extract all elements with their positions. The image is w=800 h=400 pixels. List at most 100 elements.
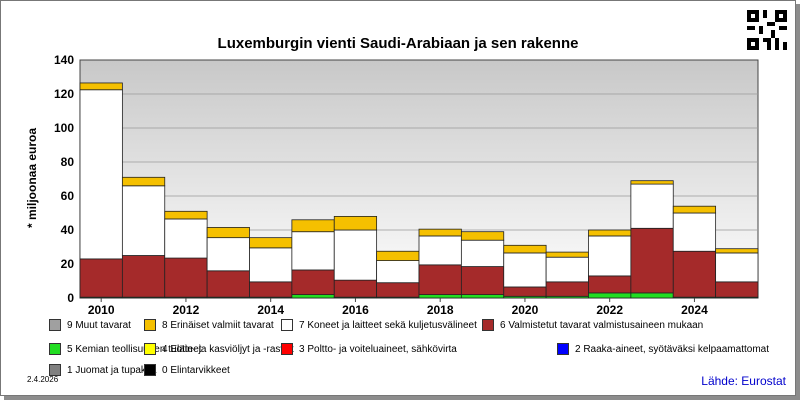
source-label: Lähde: Eurostat: [701, 374, 786, 388]
bar-segment: [376, 260, 420, 284]
legend-item: 0 Elintarvikkeet: [144, 364, 230, 376]
legend-label: 6 Valmistetut tavarat valmistusaineen mu…: [500, 319, 704, 331]
bar-segment: [460, 231, 505, 241]
bar-segment: [715, 252, 759, 283]
legend-swatch: [482, 319, 494, 331]
bar-segment: [333, 279, 378, 298]
bar-segment: [121, 176, 166, 187]
bar-segment: [715, 281, 759, 298]
chart-title: Luxemburgin vienti Saudi-Arabiaan ja sen…: [218, 35, 579, 52]
bar-segment: [588, 275, 632, 294]
legend-swatch: [557, 343, 569, 355]
bar-segment: [503, 286, 547, 297]
legend-swatch: [281, 319, 293, 331]
y-axis-ticks: 0 20 40 60 80 100 120 140: [54, 53, 74, 305]
y-tick-label: 140: [54, 53, 74, 67]
y-tick-label: 20: [61, 257, 75, 271]
bar-segment: [588, 235, 632, 277]
bar-segment: [418, 228, 462, 237]
bar-segment: [545, 281, 589, 297]
y-tick-label: 120: [54, 87, 74, 101]
bar-segment: [333, 229, 378, 281]
bar-stacks: [79, 82, 759, 299]
legend-swatch: [49, 364, 61, 376]
bar-segment: [291, 294, 335, 299]
bar-segment: [121, 185, 166, 256]
y-tick-label: 100: [54, 121, 74, 135]
bar-segment: [164, 210, 208, 220]
legend-swatch: [281, 343, 293, 355]
bar-segment: [376, 282, 420, 298]
legend-swatch: [144, 364, 156, 376]
bar-segment: [206, 237, 250, 272]
x-tick-label: 2010: [88, 303, 115, 317]
bar-segment: [630, 180, 674, 185]
bar-segment: [460, 239, 505, 267]
bar-segment: [672, 212, 717, 252]
x-tick-label: 2020: [512, 303, 539, 317]
y-tick-label: 60: [61, 189, 75, 203]
bar-segment: [121, 255, 166, 298]
bar-segment: [249, 247, 293, 283]
bar-segment: [164, 218, 208, 259]
bar-segment: [715, 248, 759, 254]
bar-segment: [376, 250, 420, 262]
bar-segment: [630, 292, 674, 299]
legend-item: 7 Koneet ja laitteet sekä kuljetusväline…: [281, 319, 477, 331]
bar-segment: [79, 258, 123, 298]
legend-label: 9 Muut tavarat: [67, 319, 131, 331]
x-tick-label: 2016: [342, 303, 369, 317]
legend-label: 8 Erinäiset valmiit tavarat: [162, 319, 274, 331]
bar-segment: [291, 219, 335, 233]
bar-segment: [418, 235, 462, 266]
legend-item: 9 Muut tavarat: [49, 319, 131, 331]
date-stamp: 2.4.2026: [27, 375, 59, 384]
legend-item: 2 Raaka-aineet, syötäväksi kelpaamattoma…: [557, 343, 769, 355]
legend-swatch: [49, 319, 61, 331]
bar-segment: [672, 250, 717, 298]
bar-segment: [545, 256, 589, 283]
bar-segment: [503, 252, 547, 288]
legend-item: 5 Kemian teollisuuden tuotteet: [49, 343, 202, 355]
legend-item: 1 Juomat ja tupakka: [49, 364, 157, 376]
legend-label: 1 Juomat ja tupakka: [67, 364, 157, 376]
legend-item: 6 Valmistetut tavarat valmistusaineen mu…: [482, 319, 703, 331]
bar-segment: [588, 229, 632, 237]
bar-segment: [630, 183, 674, 229]
legend-label: 3 Poltto- ja voiteluaineet, sähkövirta: [299, 343, 457, 355]
bar-segment: [630, 227, 674, 294]
x-tick-label: 2014: [257, 303, 284, 317]
y-tick-label: 0: [67, 291, 74, 305]
bar-segment: [672, 205, 717, 214]
bar-segment: [79, 89, 123, 260]
legend-label: 2 Raaka-aineet, syötäväksi kelpaamattoma…: [575, 343, 769, 355]
x-tick-label: 2012: [173, 303, 200, 317]
bar-segment: [291, 231, 335, 271]
legend-item: 3 Poltto- ja voiteluaineet, sähkövirta: [281, 343, 457, 355]
bar-segment: [206, 270, 250, 298]
legend-label: 4 Eläin- ja kasviöljyt ja -rasvat: [162, 343, 294, 355]
y-axis-label: * miljoonaa euroa: [25, 128, 39, 228]
bar-segment: [460, 266, 505, 295]
bar-segment: [460, 294, 505, 299]
legend-swatch: [49, 343, 61, 355]
y-tick-label: 40: [61, 223, 75, 237]
x-tick-label: 2024: [681, 303, 708, 317]
legend-item: 8 Erinäiset valmiit tavarat: [144, 319, 274, 331]
legend-swatch: [144, 343, 156, 355]
x-tick-label: 2022: [596, 303, 623, 317]
legend-label: 7 Koneet ja laitteet sekä kuljetusväline…: [299, 319, 477, 331]
x-axis-ticks: 2010 2012 2014 2016 2018 2020 2022 2024: [88, 298, 708, 317]
bar-segment: [333, 215, 378, 231]
legend-label: 0 Elintarvikkeet: [162, 364, 230, 376]
bar-segment: [164, 257, 208, 298]
bar-segment: [79, 82, 123, 91]
bar-segment: [418, 294, 462, 299]
qr-code-icon: [747, 10, 787, 50]
legend-swatch: [144, 319, 156, 331]
bar-segment: [249, 281, 293, 298]
legend-item: 4 Eläin- ja kasviöljyt ja -rasvat: [144, 343, 294, 355]
y-tick-label: 80: [61, 155, 75, 169]
legend-label: 5 Kemian teollisuuden tuotteet: [67, 343, 202, 355]
